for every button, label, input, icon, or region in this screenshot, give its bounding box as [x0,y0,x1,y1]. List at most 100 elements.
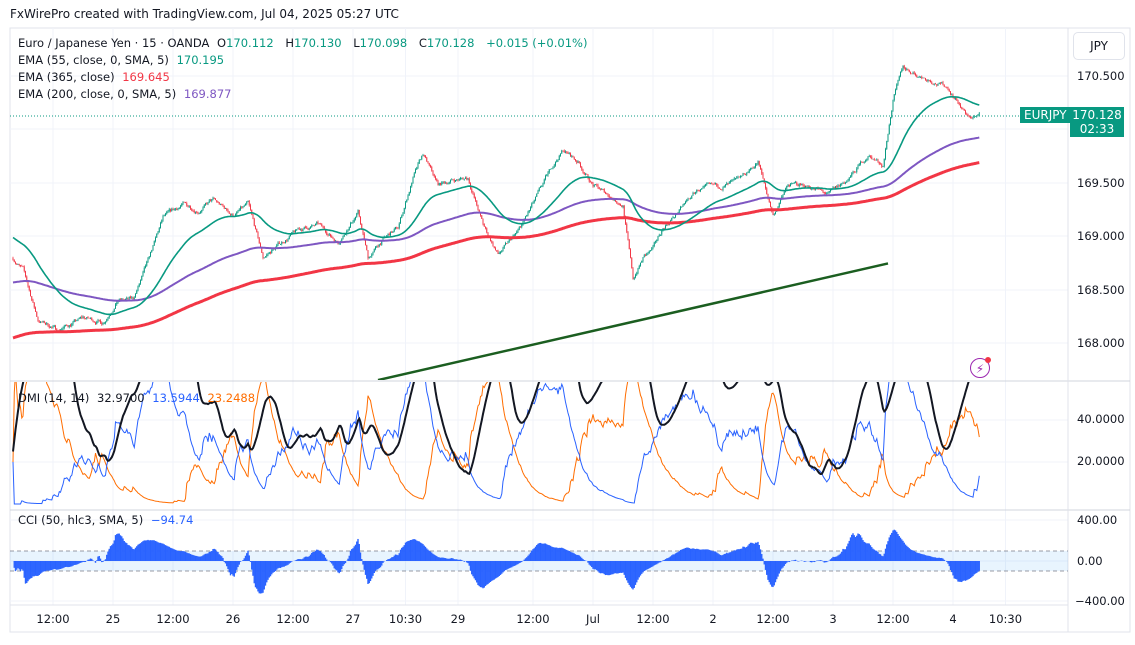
cci-bar [66,561,68,567]
cci-bar [601,561,603,574]
dmi-legend[interactable]: DMI (14, 14) 32.9700 13.5944 23.2488 [18,391,259,405]
cci-bar [688,548,690,561]
cci-bar [386,560,388,561]
cci-bar [871,547,873,561]
candle-body [263,257,265,259]
cci-bar [149,540,152,561]
cci-bar [342,561,344,566]
candle-body [912,72,914,74]
cci-bar [879,554,882,561]
cci-bar [604,561,607,576]
cci-bar [52,561,54,570]
cci-legend[interactable]: CCI (50, hlc3, SMA, 5) −94.74 [18,513,197,527]
candle-body [158,228,160,232]
candle-body [285,240,286,244]
time-axis[interactable]: 12:00 25 12:00 26 12:00 27 10:30 29 12:00 Jul 12:0… [36,612,1135,626]
cci-bar [907,546,909,561]
candle-body [38,321,40,323]
cci-bar [217,552,219,561]
candle-body [401,215,403,218]
candle-body [227,210,229,213]
currency-button[interactable]: JPY [1073,32,1125,60]
candle-body [705,184,706,186]
cci-bar [722,554,724,561]
ema55-legend[interactable]: EMA (55, close, 0, SMA, 5) 170.195 [18,53,228,67]
candle-body [238,209,240,211]
symbol-legend[interactable]: Euro / Japanese Yen · 15 · OANDA O170.11… [18,36,591,50]
candle-body [187,205,189,207]
ema200-legend[interactable]: EMA (200, close, 0, SMA, 5) 169.877 [18,87,235,101]
candle-body [506,243,508,244]
candle-body [176,208,178,210]
cci-bar [836,556,838,561]
cci-bar [177,550,179,561]
cci-bar [702,549,704,561]
cci-bar [213,548,215,561]
candle-body [441,182,443,185]
lightning-icon[interactable]: ⚡ [970,357,991,378]
cci-bar [638,561,640,578]
candle-body [220,203,221,205]
candle-body [651,248,653,251]
candle-body [527,211,529,216]
cci-bar [418,541,420,561]
cci-bar [474,561,477,581]
cci-bar [353,546,355,561]
candle-body [911,73,913,75]
candle-body [357,209,359,214]
cci-bar [841,551,843,561]
candle-body [690,198,691,200]
cci-bar [362,561,364,565]
cci-bar [347,558,349,561]
cci-bar [527,555,529,561]
candle-body [625,216,626,224]
candle-body [842,183,844,184]
cci-bar [206,553,208,561]
cci-bar [621,561,623,573]
cci-bar [968,561,970,579]
low-label: L [353,36,360,50]
cci-bar [214,549,217,561]
cci-bar [569,551,572,561]
cci-bar [553,547,555,561]
candle-body [487,232,489,236]
candle-body [258,238,260,244]
cci-bar [221,556,223,561]
cci-bar [932,557,934,561]
candle-body [483,223,485,227]
candle-body [630,249,631,258]
cci-bar [948,561,950,567]
candle-body [363,233,365,241]
ema365-legend[interactable]: EMA (365, close) 169.645 [18,70,174,84]
candle-body [728,182,730,184]
cci-bar [963,561,965,581]
cci-bar [729,552,732,561]
cci-bar [678,551,680,561]
chart-credit: FxWirePro created with TradingView.com, … [10,7,399,21]
candle-body [722,187,724,190]
candle-body [307,228,309,230]
candle-body [296,229,298,230]
cci-bar [701,549,703,561]
cci-bar [281,561,283,568]
candle-body [343,234,345,237]
candle-body [880,163,881,165]
cci-bar [79,561,82,563]
candle-body [33,302,35,308]
candle-body [938,82,940,84]
trendline[interactable] [377,262,889,380]
cci-bar [371,561,373,579]
cci-bar [581,557,583,561]
cci-bar [222,557,224,561]
cci-bar [559,547,562,561]
cci-bar [146,540,148,561]
cci-bar [721,555,723,561]
candle-body [85,318,86,319]
cci-bar [523,559,525,561]
candle-body [460,178,461,179]
cci-bar [118,533,120,561]
candle-body [392,231,394,233]
time-tick-label: 2 [709,612,716,626]
candle-body [793,182,795,184]
